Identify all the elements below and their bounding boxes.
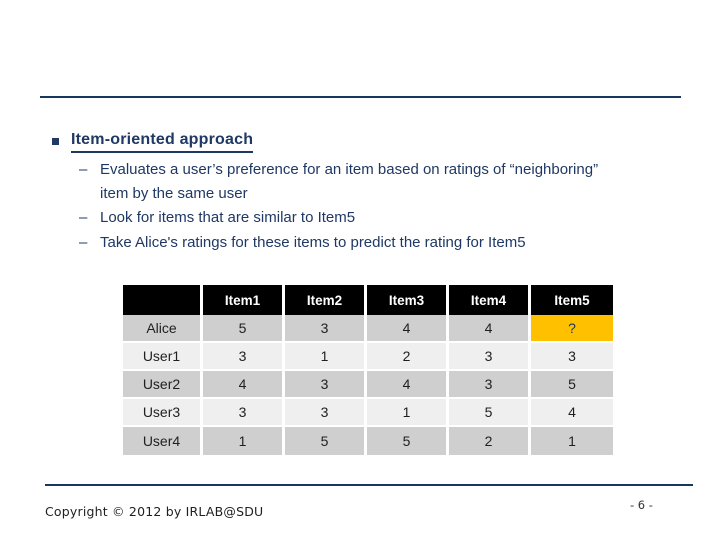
cell-value: 4 [531, 399, 613, 427]
cell-value: 3 [285, 399, 367, 427]
cell-value: 4 [367, 371, 449, 399]
cell-value: 5 [531, 371, 613, 399]
cell-value: 1 [367, 399, 449, 427]
cell-value: 2 [367, 343, 449, 371]
bullet-text: Evaluates a user’s preference for an ite… [100, 158, 679, 205]
bullet-text: Look for items that are similar to Item5 [100, 209, 356, 226]
dash-marker-icon: – [79, 234, 88, 251]
cell-value: 1 [531, 427, 613, 455]
highlighted-cell-question: ? [531, 315, 613, 343]
cell-value: 5 [203, 315, 285, 343]
cell-value: 5 [285, 427, 367, 455]
dash-marker-icon: – [79, 209, 88, 226]
row-label: User2 [123, 371, 203, 399]
cell-value: 4 [367, 315, 449, 343]
header-cell-item4: Item4 [449, 285, 531, 315]
table-row-alice: Alice 5 3 4 4 ? [123, 315, 613, 343]
cell-value: 3 [531, 343, 613, 371]
cell-value: 3 [449, 371, 531, 399]
copyright-text: Copyright © 2012 by IRLAB@SDU [45, 504, 264, 519]
cell-value: 5 [367, 427, 449, 455]
bullet-item-evaluates: – Evaluates a user’s preference for an i… [79, 158, 679, 205]
cell-value: 3 [449, 343, 531, 371]
table-header-row: Item1 Item2 Item3 Item4 Item5 [123, 285, 613, 315]
bullet-line-2: item by the same user [100, 184, 248, 202]
header-cell-item3: Item3 [367, 285, 449, 315]
cell-value: 1 [285, 343, 367, 371]
header-cell-item5: Item5 [531, 285, 613, 315]
cell-value: 5 [449, 399, 531, 427]
cell-value: 4 [203, 371, 285, 399]
row-label: User3 [123, 399, 203, 427]
cell-value: 3 [203, 343, 285, 371]
bullet-item-look: – Look for items that are similar to Ite… [79, 206, 679, 230]
row-label: User4 [123, 427, 203, 455]
bottom-divider [45, 484, 693, 486]
section-title: Item-oriented approach [71, 131, 254, 153]
bullet-square-icon [52, 138, 59, 145]
bullet-text: Take Alice's ratings for these items to … [100, 234, 526, 251]
header-cell-item1: Item1 [203, 285, 285, 315]
table-row-user1: User1 3 1 2 3 3 [123, 343, 613, 371]
cell-value: 3 [203, 399, 285, 427]
row-label: Alice [123, 315, 203, 343]
row-label: User1 [123, 343, 203, 371]
table-row-user4: User4 1 5 5 2 1 [123, 427, 613, 455]
bullet-line-1: Evaluates a user’s preference for an ite… [100, 161, 599, 178]
table-row-user3: User3 3 3 1 5 4 [123, 399, 613, 427]
ratings-table: Item1 Item2 Item3 Item4 Item5 Alice 5 3 … [123, 285, 613, 455]
header-cell-item2: Item2 [285, 285, 367, 315]
bullet-item-take: – Take Alice's ratings for these items t… [79, 231, 679, 255]
cell-value: 4 [449, 315, 531, 343]
cell-value: 3 [285, 315, 367, 343]
title-row: Item-oriented approach [52, 131, 254, 153]
header-cell-empty [123, 285, 203, 315]
top-divider [40, 96, 681, 98]
cell-value: 1 [203, 427, 285, 455]
table-row-user2: User2 4 3 4 3 5 [123, 371, 613, 399]
dash-marker-icon: – [79, 161, 88, 178]
cell-value: 2 [449, 427, 531, 455]
page-number: - 6 - [630, 498, 653, 512]
cell-value: 3 [285, 371, 367, 399]
